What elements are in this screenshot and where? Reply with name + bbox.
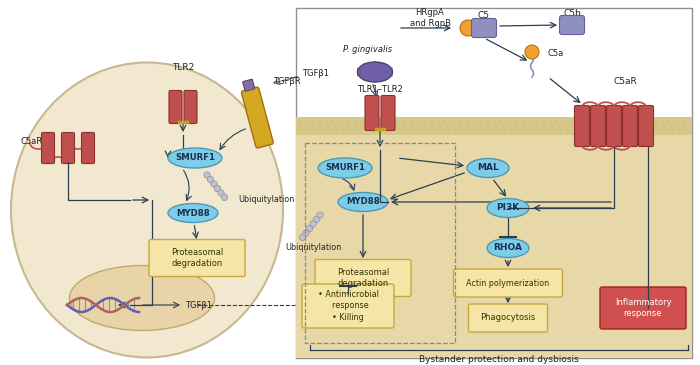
FancyBboxPatch shape — [559, 15, 584, 35]
Circle shape — [207, 176, 214, 183]
FancyBboxPatch shape — [302, 284, 394, 328]
Text: Proteasomal
degradation: Proteasomal degradation — [171, 248, 223, 268]
Text: TGFβ1: TGFβ1 — [185, 300, 212, 310]
FancyBboxPatch shape — [81, 132, 94, 164]
Text: Proteasomal
degradation: Proteasomal degradation — [337, 268, 389, 288]
FancyBboxPatch shape — [184, 91, 197, 123]
FancyBboxPatch shape — [600, 287, 686, 329]
FancyBboxPatch shape — [638, 105, 654, 146]
Circle shape — [300, 234, 306, 241]
Ellipse shape — [358, 62, 393, 82]
Text: Actin polymerization: Actin polymerization — [466, 278, 550, 288]
Ellipse shape — [318, 158, 372, 178]
Text: Bystander protection and dysbiosis: Bystander protection and dysbiosis — [419, 356, 579, 365]
Text: MYD88: MYD88 — [346, 197, 380, 207]
Circle shape — [211, 181, 217, 187]
Text: • Antimicrobial
  response
• Killing: • Antimicrobial response • Killing — [318, 291, 379, 322]
Bar — [296, 117, 692, 135]
Text: C5aR: C5aR — [613, 77, 637, 87]
Circle shape — [221, 194, 228, 201]
Text: RHOA: RHOA — [494, 243, 522, 253]
Text: TGFβR: TGFβR — [273, 77, 300, 87]
Ellipse shape — [487, 238, 529, 257]
Ellipse shape — [467, 158, 509, 177]
FancyBboxPatch shape — [241, 87, 273, 148]
Text: SMURF1: SMURF1 — [325, 164, 365, 173]
FancyBboxPatch shape — [468, 304, 547, 332]
FancyBboxPatch shape — [575, 105, 589, 146]
Text: Inflammatory
response: Inflammatory response — [615, 298, 671, 318]
FancyBboxPatch shape — [41, 132, 55, 164]
Text: Ubiquitylation: Ubiquitylation — [285, 243, 341, 253]
Text: TLR1–TLR2: TLR1–TLR2 — [357, 85, 403, 95]
Circle shape — [525, 45, 539, 59]
Circle shape — [460, 20, 476, 36]
FancyBboxPatch shape — [622, 105, 638, 146]
FancyBboxPatch shape — [606, 105, 622, 146]
FancyBboxPatch shape — [454, 269, 563, 297]
Text: C5aR: C5aR — [21, 138, 43, 146]
Text: MAL: MAL — [477, 164, 499, 173]
Text: HRgpA
and RgpB: HRgpA and RgpB — [410, 8, 451, 28]
Circle shape — [303, 230, 309, 236]
Text: C5b: C5b — [563, 9, 581, 19]
Text: Ubiquitylation: Ubiquitylation — [238, 196, 294, 204]
FancyBboxPatch shape — [243, 79, 255, 91]
Ellipse shape — [487, 199, 529, 218]
FancyBboxPatch shape — [149, 239, 245, 277]
Circle shape — [214, 185, 220, 192]
Text: C5: C5 — [478, 12, 490, 20]
FancyBboxPatch shape — [365, 96, 379, 131]
FancyBboxPatch shape — [169, 91, 182, 123]
Ellipse shape — [168, 148, 222, 168]
Circle shape — [314, 216, 320, 223]
FancyBboxPatch shape — [62, 132, 74, 164]
Circle shape — [310, 221, 316, 227]
Circle shape — [317, 212, 323, 218]
FancyBboxPatch shape — [381, 96, 395, 131]
Circle shape — [218, 190, 224, 196]
Circle shape — [204, 172, 210, 178]
Ellipse shape — [69, 265, 214, 330]
Ellipse shape — [168, 204, 218, 223]
FancyBboxPatch shape — [472, 19, 496, 38]
Ellipse shape — [11, 62, 283, 357]
FancyBboxPatch shape — [591, 105, 606, 146]
Text: TLR2: TLR2 — [172, 64, 194, 73]
Text: TGFβ1: TGFβ1 — [302, 69, 329, 78]
Text: SMURF1: SMURF1 — [175, 154, 215, 162]
Text: Phagocytosis: Phagocytosis — [480, 314, 536, 323]
Bar — [296, 135, 692, 358]
Text: P. gingivalis: P. gingivalis — [344, 46, 393, 54]
Text: C5a: C5a — [548, 49, 564, 58]
Ellipse shape — [338, 192, 388, 211]
Bar — [296, 8, 692, 358]
Text: PI3K: PI3K — [496, 204, 519, 212]
Circle shape — [307, 225, 313, 232]
Text: MYD88: MYD88 — [176, 208, 210, 218]
FancyBboxPatch shape — [315, 260, 411, 296]
